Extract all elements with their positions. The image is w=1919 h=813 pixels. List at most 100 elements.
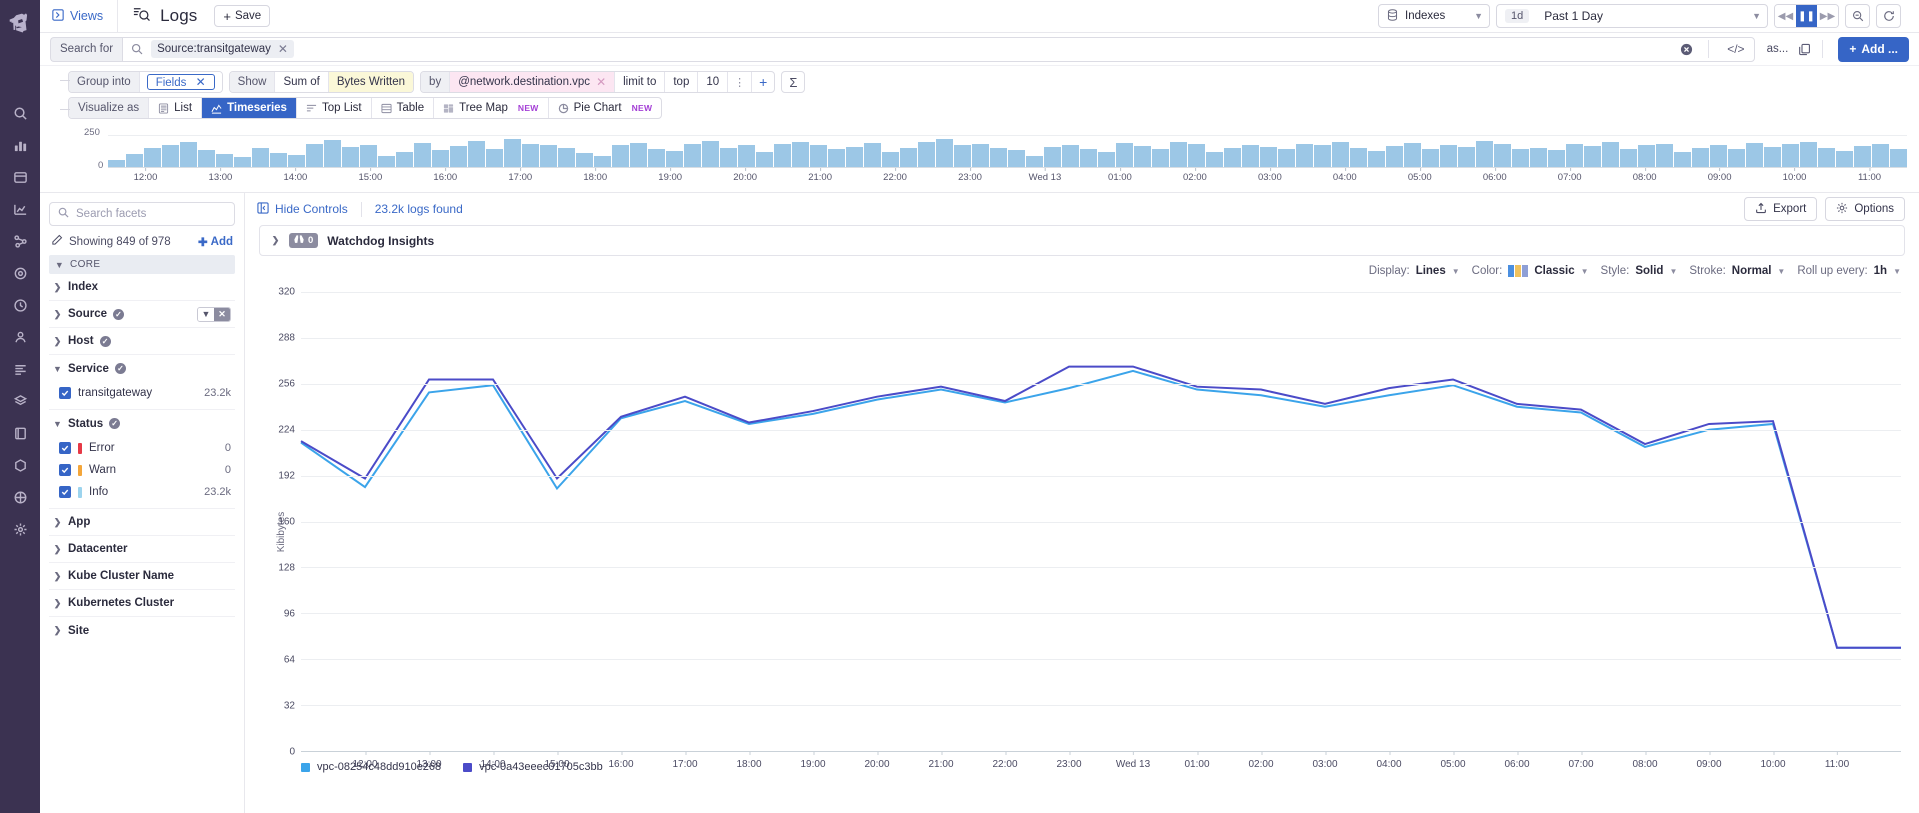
- histogram-bar[interactable]: [1584, 145, 1601, 167]
- step-back-button[interactable]: ◀◀: [1775, 5, 1796, 27]
- close-icon[interactable]: ✕: [277, 42, 288, 56]
- histogram-bar[interactable]: [1224, 147, 1241, 167]
- add-query-clause-button[interactable]: +: [759, 74, 768, 90]
- histogram-bar[interactable]: [1062, 144, 1079, 167]
- histogram-bar[interactable]: [1116, 143, 1133, 167]
- histogram-bar[interactable]: [1548, 150, 1565, 167]
- histogram-bar[interactable]: [486, 148, 503, 167]
- histogram-bar[interactable]: [1782, 144, 1799, 167]
- histogram-bar[interactable]: [1746, 143, 1763, 167]
- histogram-bar[interactable]: [1404, 143, 1421, 167]
- tab-list[interactable]: List: [149, 98, 203, 118]
- time-range-select[interactable]: 1d Past 1 Day ▼: [1496, 4, 1768, 28]
- histogram-bar[interactable]: [1458, 147, 1475, 167]
- histogram-bar[interactable]: [864, 143, 881, 167]
- save-button[interactable]: + Save: [214, 5, 271, 27]
- histogram-bar[interactable]: [630, 143, 647, 167]
- histogram-bars[interactable]: [108, 135, 1907, 168]
- histogram-bar[interactable]: [756, 151, 773, 167]
- histogram-bar[interactable]: [504, 139, 521, 167]
- histogram-bar[interactable]: [1728, 149, 1745, 167]
- histogram-bar[interactable]: [1818, 147, 1835, 167]
- rail-dashboards-icon[interactable]: [4, 130, 36, 160]
- histogram-bar[interactable]: [360, 144, 377, 167]
- histogram-bar[interactable]: [1242, 144, 1259, 167]
- histogram-bar[interactable]: [1836, 150, 1853, 167]
- rail-apm-icon[interactable]: [4, 226, 36, 256]
- by-value[interactable]: @network.destination.vpc ✕: [450, 72, 616, 92]
- search-input[interactable]: Source:transitgateway ✕ </>: [122, 36, 1755, 62]
- facet-value-row[interactable]: transitgateway 23.2k: [49, 382, 235, 404]
- histogram-bar[interactable]: [1656, 143, 1673, 167]
- histogram-bar[interactable]: [702, 140, 719, 167]
- more-options-icon[interactable]: ⋮: [728, 72, 753, 92]
- close-icon[interactable]: ✕: [195, 75, 206, 89]
- histogram-bar[interactable]: [846, 146, 863, 167]
- group-into-value[interactable]: Fields ✕: [139, 72, 222, 92]
- histogram-bar[interactable]: [576, 153, 593, 167]
- facet-value-row[interactable]: Warn 0: [49, 459, 235, 481]
- style-option[interactable]: Style: Solid ▼: [1601, 265, 1678, 277]
- rail-notebooks-icon[interactable]: [4, 418, 36, 448]
- facet-kubernetes-cluster[interactable]: ❯ Kubernetes Cluster: [49, 590, 235, 617]
- histogram-bar[interactable]: [1602, 141, 1619, 167]
- histogram-bar[interactable]: [828, 149, 845, 167]
- chart-plot-area[interactable]: Kibibytes 0 32 64 96 128 160 192 224 256 288 320 12…: [259, 286, 1901, 777]
- histogram-bar[interactable]: [216, 154, 233, 167]
- facet-value-row[interactable]: Info 23.2k: [49, 481, 235, 503]
- facet-index[interactable]: ❯ Index: [49, 274, 235, 301]
- clear-facet-icon[interactable]: ✕: [214, 307, 230, 321]
- histogram-bar[interactable]: [1386, 145, 1403, 167]
- add-button[interactable]: + Add ...: [1838, 36, 1909, 62]
- histogram-bar[interactable]: [648, 149, 665, 167]
- tab-pie-chart[interactable]: Pie Chart NEW: [549, 98, 662, 118]
- histogram-bar[interactable]: [1350, 148, 1367, 167]
- legend-item[interactable]: vpc-08254c48dd910e268: [301, 761, 441, 773]
- aggregation-value[interactable]: Sum of: [275, 72, 329, 92]
- histogram-bar[interactable]: [1044, 147, 1061, 167]
- facet-group-core[interactable]: ▼ CORE: [49, 255, 235, 274]
- histogram-bar[interactable]: [918, 141, 935, 167]
- histogram-bar[interactable]: [1152, 148, 1169, 167]
- histogram-bar[interactable]: [1854, 145, 1871, 167]
- histogram-bar[interactable]: [1008, 150, 1025, 167]
- formula-button[interactable]: Σ: [781, 71, 806, 93]
- refresh-button[interactable]: [1876, 4, 1901, 28]
- histogram-bar[interactable]: [558, 147, 575, 167]
- limit-value[interactable]: 10: [698, 72, 729, 92]
- histogram-bar[interactable]: [432, 150, 449, 167]
- histogram-bar[interactable]: [666, 150, 683, 167]
- histogram-bar[interactable]: [738, 145, 755, 167]
- indexes-select[interactable]: Indexes ▼: [1378, 4, 1490, 28]
- histogram-bar[interactable]: [288, 154, 305, 167]
- histogram-bar[interactable]: [882, 151, 899, 167]
- histogram-bar[interactable]: [234, 157, 251, 167]
- rail-synthetics-icon[interactable]: [4, 290, 36, 320]
- histogram-bar[interactable]: [162, 145, 179, 167]
- rail-security-icon[interactable]: [4, 258, 36, 288]
- chart-grid[interactable]: 0 32 64 96 128 160 192 224 256 288 320 12:00 13:00 14…: [278, 287, 1901, 770]
- histogram-bar[interactable]: [1170, 141, 1187, 167]
- histogram-bar[interactable]: [1098, 152, 1115, 167]
- facet-service[interactable]: ▼ Service ✓: [49, 355, 235, 382]
- histogram-bar[interactable]: [1260, 146, 1277, 167]
- histogram-bar[interactable]: [1674, 151, 1691, 167]
- histogram-bar[interactable]: [378, 155, 395, 167]
- copy-icon[interactable]: [1794, 43, 1815, 56]
- histogram-bar[interactable]: [1530, 147, 1547, 167]
- rail-infrastructure-icon[interactable]: [4, 386, 36, 416]
- pause-button[interactable]: ❚❚: [1796, 5, 1817, 27]
- histogram-bar[interactable]: [1566, 144, 1583, 167]
- logs-found-label[interactable]: 23.2k logs found: [374, 202, 463, 216]
- zoom-out-button[interactable]: [1845, 4, 1870, 28]
- histogram-bar[interactable]: [1422, 149, 1439, 167]
- histogram-bar[interactable]: [1764, 146, 1781, 167]
- tab-tree-map[interactable]: Tree Map NEW: [434, 98, 549, 118]
- histogram-bar[interactable]: [306, 144, 323, 167]
- histogram-bar[interactable]: [396, 152, 413, 167]
- histogram-bar[interactable]: [1872, 143, 1889, 167]
- histogram-bar[interactable]: [468, 140, 485, 167]
- clear-search-icon[interactable]: [1680, 43, 1693, 56]
- histogram-bar[interactable]: [1620, 148, 1637, 167]
- histogram-bar[interactable]: [1890, 148, 1907, 167]
